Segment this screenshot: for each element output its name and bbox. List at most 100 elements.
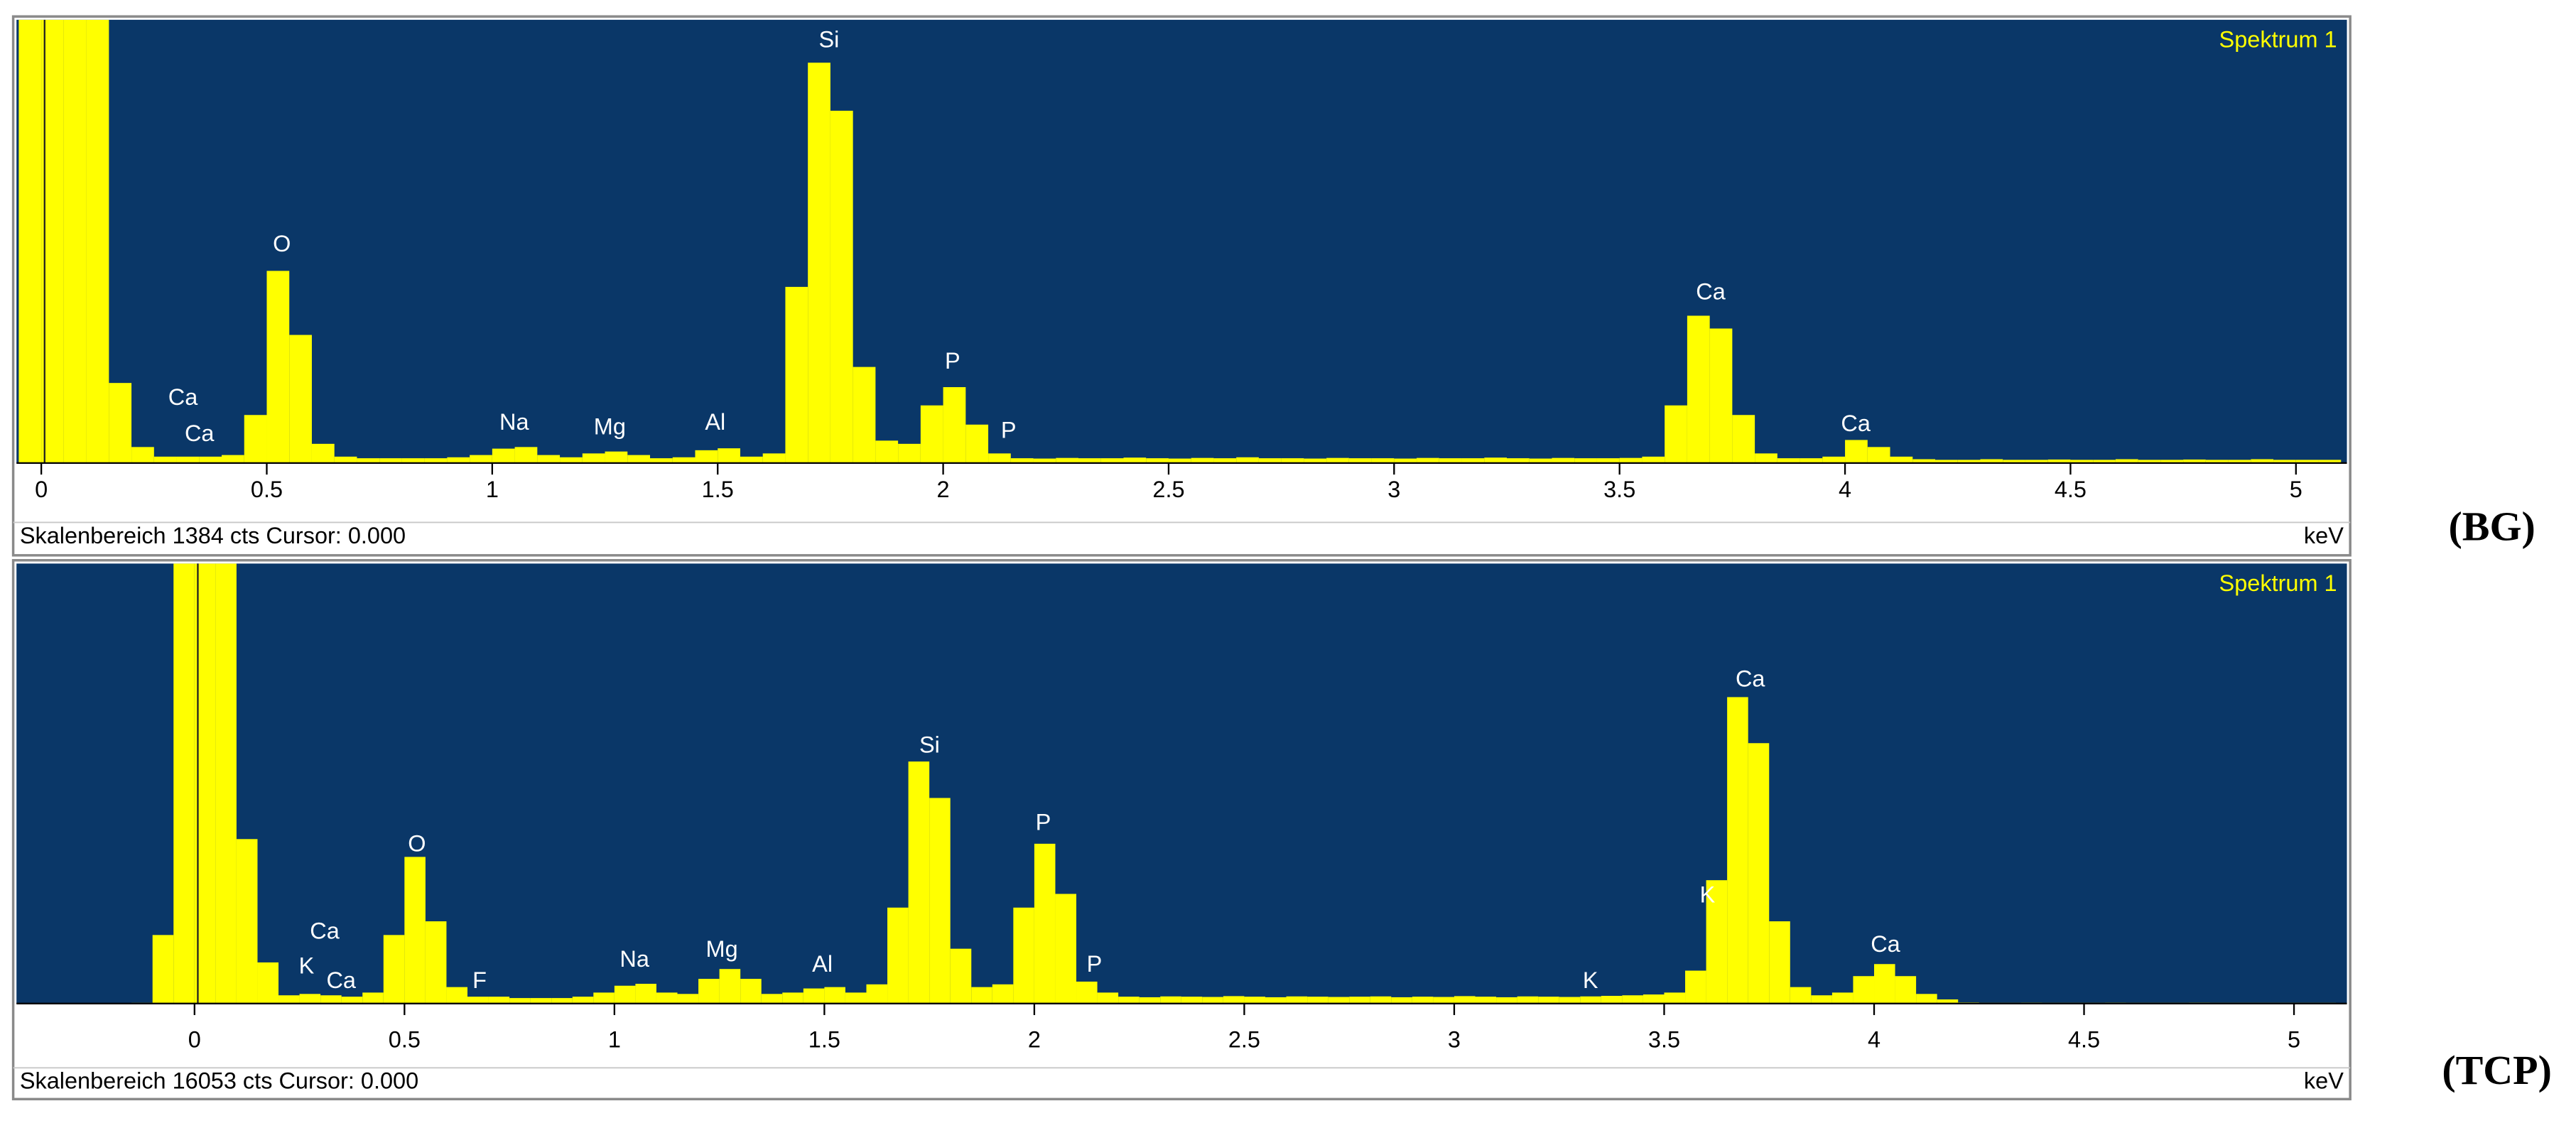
x-tick-label: 3 xyxy=(1448,1027,1461,1053)
bar xyxy=(965,424,989,463)
bar xyxy=(929,798,951,1004)
bar xyxy=(1748,743,1770,1004)
bar xyxy=(866,984,888,1004)
peak-annotation: Mg xyxy=(706,936,738,962)
x-tick-label: 2 xyxy=(937,477,950,502)
bar xyxy=(1454,996,1476,1004)
bar xyxy=(1412,997,1434,1004)
x-tick-label: 0 xyxy=(35,477,48,502)
bar xyxy=(1580,996,1601,1004)
bar xyxy=(425,921,447,1004)
bar xyxy=(1496,997,1517,1004)
bar xyxy=(2093,460,2116,463)
bar xyxy=(627,455,651,463)
bar xyxy=(1244,997,1265,1004)
bar xyxy=(971,987,992,1004)
bar xyxy=(1935,460,1958,463)
x-tick-label: 4.5 xyxy=(2068,1027,2100,1053)
peak-annotation: Ca xyxy=(185,421,215,446)
bar xyxy=(1665,405,1687,463)
status-line: Skalenbereich 1384 cts Cursor: 0.000 xyxy=(20,523,406,548)
bar xyxy=(1258,458,1282,463)
x-tick-label: 4 xyxy=(1868,1027,1880,1053)
x-tick-label: 3.5 xyxy=(1603,477,1635,502)
bar xyxy=(1202,997,1223,1004)
bar xyxy=(1777,458,1800,463)
bar xyxy=(488,997,510,1004)
bar xyxy=(1394,458,1417,463)
bar xyxy=(1619,457,1643,463)
bar xyxy=(199,456,222,463)
bar xyxy=(988,453,1011,463)
bar xyxy=(1371,458,1395,463)
bar xyxy=(992,984,1014,1004)
bar xyxy=(1800,458,1823,463)
bar xyxy=(1507,458,1530,463)
bar xyxy=(401,458,425,463)
bar xyxy=(1286,996,1308,1004)
bar xyxy=(299,994,321,1004)
bar xyxy=(830,110,853,463)
bar xyxy=(950,948,972,1004)
bar xyxy=(582,453,605,463)
peak-annotation: P xyxy=(1087,951,1103,977)
bar xyxy=(635,984,656,1004)
bar xyxy=(1349,997,1370,1004)
bar xyxy=(551,998,573,1004)
bar xyxy=(1559,997,1581,1004)
plot-background xyxy=(16,19,2347,463)
bars xyxy=(131,563,2337,1004)
x-tick-label: 1 xyxy=(486,477,499,502)
bar xyxy=(537,455,561,463)
bar xyxy=(1538,997,1559,1004)
bar xyxy=(1348,458,1372,463)
peak-annotation: K xyxy=(299,953,315,978)
bar xyxy=(257,962,279,1004)
bar xyxy=(236,839,258,1004)
peak-annotation: P xyxy=(945,348,960,374)
bar xyxy=(1370,996,1392,1004)
bar xyxy=(1643,994,1665,1004)
bar xyxy=(1223,996,1245,1004)
x-tick-label: 0.5 xyxy=(251,477,283,502)
bar xyxy=(1191,457,1214,463)
panel-label: (BG) xyxy=(2448,503,2535,549)
peak-annotation: Ca xyxy=(168,384,198,410)
bar xyxy=(1304,458,1327,463)
bar xyxy=(887,907,909,1004)
bar xyxy=(1326,457,1349,463)
bar xyxy=(1517,996,1539,1004)
peak-annotation: Ca xyxy=(1871,931,1900,957)
bar xyxy=(530,998,552,1004)
bar xyxy=(672,457,696,463)
bar xyxy=(278,995,300,1004)
bar xyxy=(740,456,763,463)
bar xyxy=(1596,458,1620,463)
bar xyxy=(1790,987,1812,1004)
bar xyxy=(1265,997,1287,1004)
bar xyxy=(289,335,312,463)
bar xyxy=(1010,458,1034,463)
peak-annotation: Ca xyxy=(310,918,340,944)
bar xyxy=(2138,460,2161,463)
bar xyxy=(1328,997,1350,1004)
bar xyxy=(1307,997,1328,1004)
bar xyxy=(404,857,426,1004)
x-tick-label: 0.5 xyxy=(389,1027,421,1053)
bar xyxy=(1097,992,1119,1004)
x-tick-label: 4.5 xyxy=(2055,477,2087,502)
bar xyxy=(357,458,380,463)
x-tick-label: 1.5 xyxy=(808,1027,840,1053)
x-tick-label: 0 xyxy=(188,1027,201,1053)
bar xyxy=(2295,460,2319,463)
bar xyxy=(593,992,615,1004)
x-tick-label: 2.5 xyxy=(1152,477,1184,502)
panel-label: (TCP) xyxy=(2442,1047,2552,1093)
bar xyxy=(1475,997,1497,1004)
bar xyxy=(153,456,177,463)
peak-annotation: O xyxy=(408,831,426,857)
bar xyxy=(1078,458,1101,463)
legend: Spektrum 1 xyxy=(2219,570,2337,596)
bar xyxy=(152,935,174,1004)
